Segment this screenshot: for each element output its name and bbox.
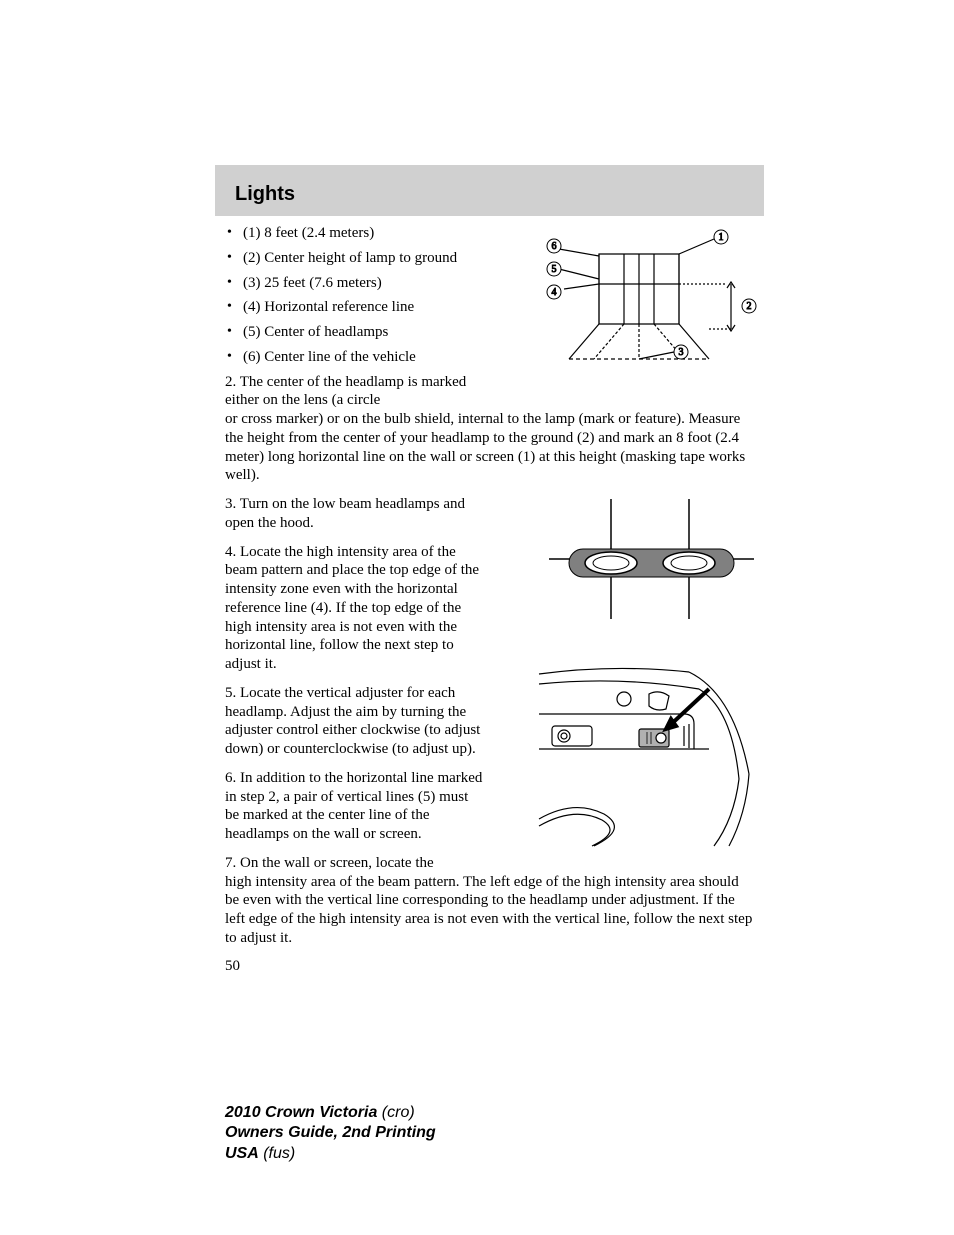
footer-vehicle: 2010 Crown Victoria [225,1104,377,1121]
footer-code-1: (cro) [377,1104,414,1121]
svg-text:3: 3 [679,347,684,358]
footer-region: USA [225,1145,259,1162]
footer-code-2: (fus) [259,1145,295,1162]
footer-block: 2010 Crown Victoria (cro) Owners Guide, … [225,1103,436,1165]
step-6-text: 6. In addition to the horizontal line ma… [225,769,485,844]
legend-item: (1) 8 feet (2.4 meters) [225,224,485,243]
legend-list: (1) 8 feet (2.4 meters) (2) Center heigh… [225,224,485,367]
figure-beam-pattern [539,494,764,629]
svg-text:4: 4 [552,287,557,298]
legend-item: (6) Center line of the vehicle [225,348,485,367]
page-number: 50 [225,958,754,975]
footer-line-3: USA (fus) [225,1144,436,1165]
step-7-text-a: 7. On the wall or screen, locate the [225,854,485,873]
legend-item: (4) Horizontal reference line [225,298,485,317]
section-title: Lights [235,183,744,206]
legend-item: (2) Center height of lamp to ground [225,249,485,268]
step-2-text-b: or cross marker) or on the bulb shield, … [225,410,754,485]
step-2-text-a: 2. The center of the headlamp is marked … [225,373,485,411]
svg-text:1: 1 [719,232,724,243]
document-page: Lights [0,0,954,1205]
step-5-text: 5. Locate the vertical adjuster for each… [225,684,485,759]
svg-text:5: 5 [552,264,557,275]
content-area: 1 2 3 4 5 6 [225,224,754,975]
svg-text:2: 2 [747,301,752,312]
legend-item: (3) 25 feet (7.6 meters) [225,274,485,293]
svg-text:6: 6 [552,241,557,252]
footer-line-1: 2010 Crown Victoria (cro) [225,1103,436,1124]
step-7-text-b: high intensity area of the beam pattern.… [225,873,754,948]
footer-line-2: Owners Guide, 2nd Printing [225,1123,436,1144]
step-4-text: 4. Locate the high intensity area of the… [225,543,485,674]
legend-item: (5) Center of headlamps [225,323,485,342]
figure-aim-diagram: 1 2 3 4 5 6 [539,224,764,379]
step-3-text: 3. Turn on the low beam headlamps and op… [225,495,485,533]
section-header-band: Lights [215,165,764,216]
figure-adjuster-location [534,654,764,854]
